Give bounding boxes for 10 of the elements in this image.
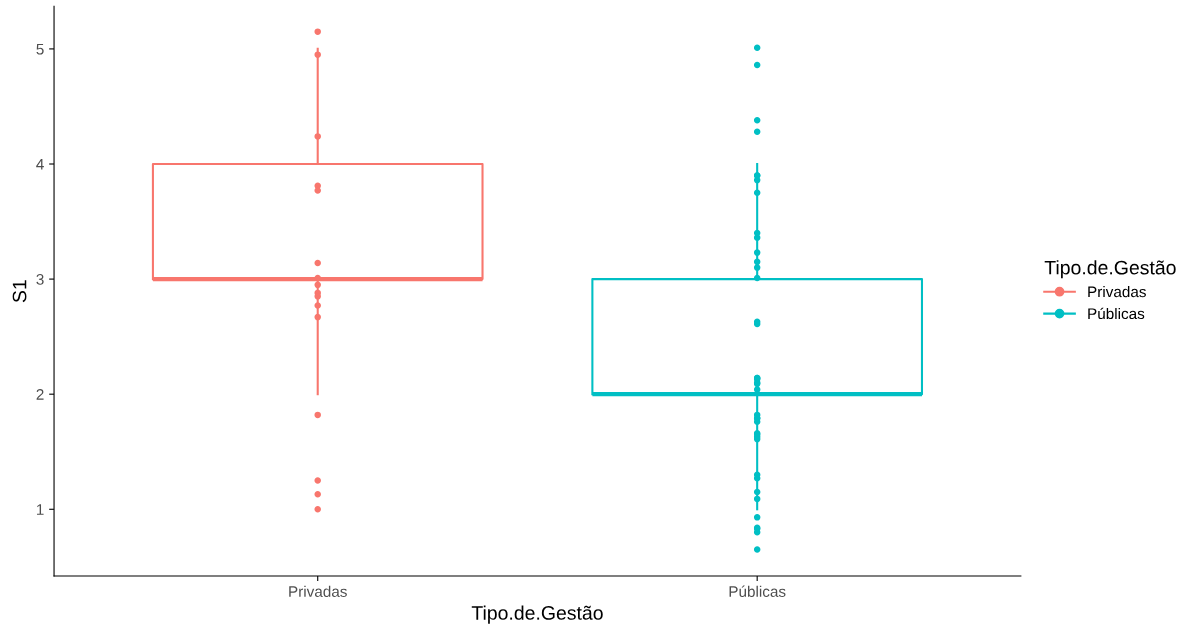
y-tick-label: 1 bbox=[36, 504, 44, 515]
y-axis-title: S1 bbox=[12, 280, 27, 303]
y-tick-label: 3 bbox=[36, 273, 44, 285]
legend-label: Privadas bbox=[1088, 286, 1146, 298]
y-tick-label: 4 bbox=[36, 159, 44, 170]
legend-label: Públicas bbox=[1088, 307, 1145, 320]
y-tick-label: 5 bbox=[36, 43, 44, 55]
x-axis-title: Tipo.de.Gestão bbox=[1044, 260, 1176, 279]
y-tick-label: 2 bbox=[36, 389, 44, 400]
legend-title: Tipo.de.Gestão bbox=[471, 605, 603, 624]
